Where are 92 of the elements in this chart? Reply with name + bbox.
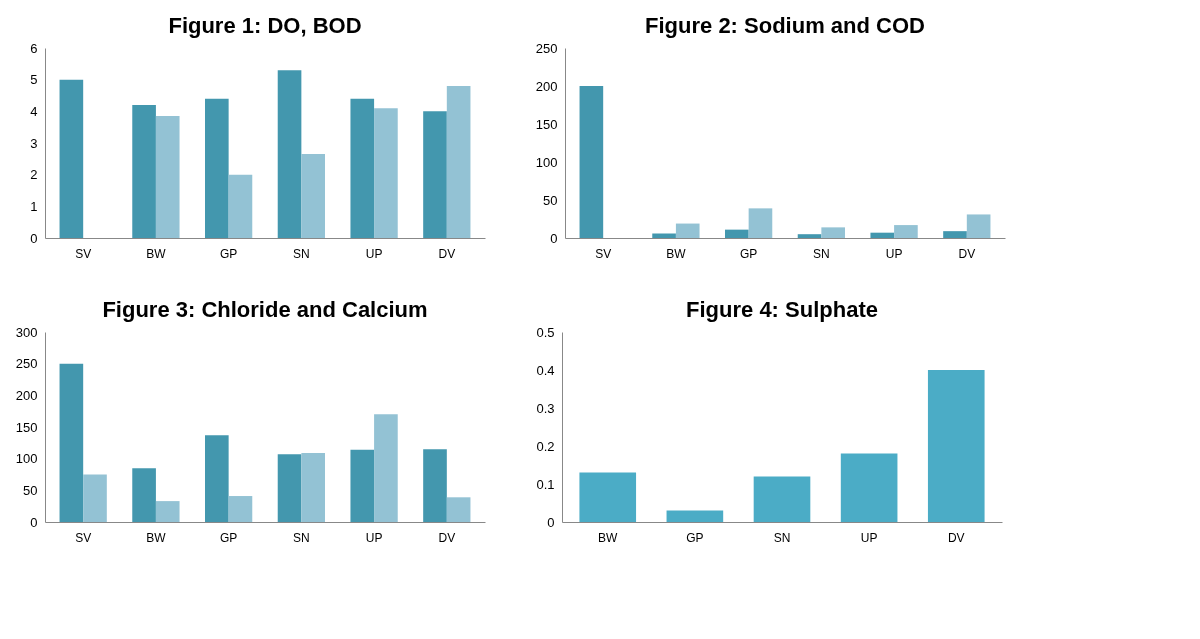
bar [350, 449, 375, 522]
y-tick-label: 0.3 [536, 400, 555, 416]
bar [966, 214, 991, 238]
y-tick-label: 300 [15, 324, 38, 340]
x-tick-label: GP [739, 246, 758, 261]
bar [675, 223, 700, 238]
bar [228, 174, 253, 238]
x-tick-label: DV [947, 530, 965, 545]
y-tick-label: 0.4 [536, 362, 555, 378]
x-tick-label: UP [860, 530, 878, 545]
bar [446, 86, 471, 238]
x-tick-label: SV [75, 246, 92, 261]
y-tick-label: 50 [23, 482, 38, 498]
x-tick-label: BW [598, 530, 619, 545]
x-tick-label: UP [885, 246, 903, 261]
x-tick-label: SV [75, 530, 92, 545]
y-tick-label: 100 [15, 451, 38, 467]
bar [748, 208, 773, 238]
x-tick-label: UP [365, 246, 383, 261]
x-tick-label: DV [438, 530, 456, 545]
bar [59, 363, 84, 522]
x-tick-label: SN [293, 530, 310, 545]
bar [870, 232, 895, 238]
x-tick-label: DV [438, 246, 456, 261]
bar [927, 370, 985, 522]
bar [753, 476, 811, 522]
bar [579, 86, 604, 238]
bar [155, 116, 180, 238]
x-tick-label: BW [666, 246, 687, 261]
bar [652, 233, 676, 238]
x-tick-label: GP [219, 530, 238, 545]
x-tick-label: BW [146, 246, 167, 261]
y-tick-label: 150 [535, 116, 558, 132]
bar [725, 229, 749, 238]
bar [423, 111, 447, 238]
bar [301, 154, 325, 238]
x-tick-label: SV [595, 246, 612, 261]
y-tick-label: 0.1 [536, 476, 555, 492]
chart-title: Figure 4: Sulphate [686, 297, 878, 322]
x-tick-label: SN [773, 530, 791, 545]
y-tick-label: 0 [550, 230, 558, 246]
y-tick-label: 200 [15, 387, 38, 403]
y-tick-label: 3 [30, 135, 38, 151]
bar [228, 496, 253, 522]
y-tick-label: 0 [547, 514, 555, 530]
bar [666, 510, 724, 522]
bar [350, 98, 375, 238]
y-tick-label: 50 [543, 192, 558, 208]
bar [374, 414, 398, 522]
bar [374, 108, 398, 238]
bar [132, 105, 156, 238]
chart-title: Figure 1: DO, BOD [168, 13, 362, 38]
x-tick-label: UP [365, 530, 383, 545]
bar [301, 452, 325, 522]
bar [579, 472, 637, 522]
bar [59, 79, 84, 238]
y-tick-label: 250 [535, 40, 558, 56]
bar [205, 435, 229, 522]
y-tick-label: 4 [30, 103, 38, 119]
bar [446, 497, 471, 522]
bar [155, 501, 180, 522]
y-tick-label: 0.5 [536, 324, 555, 340]
y-tick-label: 0 [30, 514, 38, 530]
y-tick-label: 250 [15, 356, 38, 372]
y-tick-label: 150 [15, 419, 38, 435]
bar [132, 468, 156, 522]
bar [83, 474, 107, 522]
x-tick-label: SN [293, 246, 310, 261]
bar [423, 449, 447, 522]
y-tick-label: 2 [30, 167, 38, 183]
chart-title: Figure 2: Sodium and COD [645, 13, 925, 38]
bar [205, 98, 229, 238]
x-tick-label: GP [686, 530, 704, 545]
y-tick-label: 200 [535, 78, 558, 94]
x-tick-label: GP [219, 246, 238, 261]
y-tick-label: 6 [30, 40, 38, 56]
chart-title: Figure 3: Chloride and Calcium [102, 297, 428, 322]
bar [277, 454, 302, 522]
y-tick-label: 1 [30, 198, 38, 214]
y-tick-label: 0.2 [536, 438, 555, 454]
bar [840, 453, 898, 522]
bar [277, 70, 302, 238]
bar [797, 234, 822, 238]
bar [821, 227, 845, 238]
y-tick-label: 100 [535, 154, 558, 170]
bar [943, 231, 967, 238]
x-tick-label: DV [958, 246, 976, 261]
y-tick-label: 5 [30, 72, 38, 88]
x-tick-label: SN [813, 246, 830, 261]
bar [894, 225, 918, 238]
x-tick-label: BW [146, 530, 167, 545]
y-tick-label: 0 [30, 230, 38, 246]
